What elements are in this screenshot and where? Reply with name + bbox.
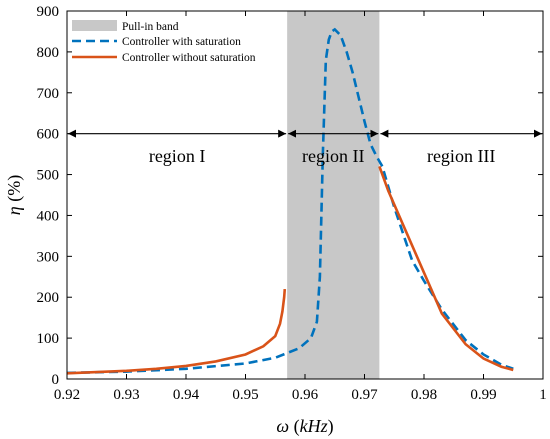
x-axis-label: ω (kHz): [276, 416, 333, 437]
series-line-with-saturation: [66, 27, 514, 375]
region-label-3: region III: [427, 146, 495, 166]
legend-label-without-saturation: Controller without saturation: [122, 52, 256, 64]
x-tick-label: 0.97: [351, 387, 378, 403]
series-layer: [66, 27, 514, 375]
x-tick-label: 0.96: [292, 387, 319, 403]
x-tick-label: 0.93: [113, 387, 139, 403]
series-line-without-saturation-segment-2: [378, 165, 514, 372]
y-tick-label: 0: [52, 372, 60, 388]
x-tick-label: 0.92: [54, 387, 80, 403]
x-tick-label: 1: [539, 387, 547, 403]
region-label-2: region II: [302, 146, 364, 166]
y-tick-label: 300: [37, 249, 60, 265]
legend-label-with-saturation: Controller with saturation: [122, 36, 241, 48]
pull-in-band: [287, 11, 380, 379]
legend-swatch-band: [72, 20, 117, 31]
y-tick-label: 900: [37, 4, 60, 20]
legend: Pull-in band Controller with saturation Co…: [72, 20, 256, 64]
axes-layer: 0.92 0.93 0.94 0.95 0.96 0.97 0.98 0.99 1 0 100 200…: [4, 4, 547, 437]
y-tick-label: 500: [37, 168, 60, 184]
y-axis-label: η (%): [4, 175, 25, 215]
x-tick-label: 0.94: [173, 387, 200, 403]
y-tick-label: 700: [37, 86, 60, 102]
region-label-1: region I: [149, 146, 205, 166]
y-tick-label: 400: [37, 208, 60, 224]
y-tick-label: 600: [37, 127, 60, 143]
y-tick-label: 800: [37, 45, 60, 61]
x-tick-label: 0.95: [232, 387, 258, 403]
legend-label-band: Pull-in band: [122, 21, 179, 33]
series-line-without-saturation: [66, 288, 287, 375]
x-tick-label: 0.98: [411, 387, 437, 403]
y-tick-label: 200: [37, 290, 60, 306]
band-layer: [287, 11, 380, 379]
x-tick-label: 0.99: [470, 387, 496, 403]
y-tick-label: 100: [37, 331, 60, 347]
annotation-layer: region I region II region III: [68, 129, 542, 166]
